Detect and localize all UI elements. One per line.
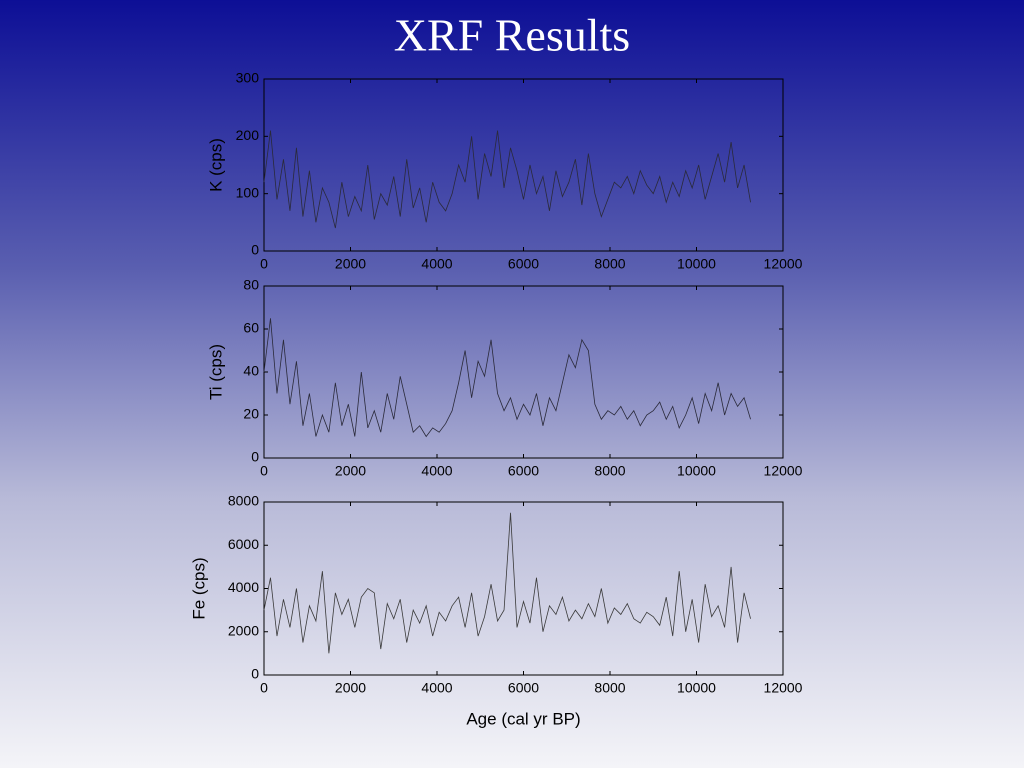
- x-tick-label: 4000: [421, 256, 452, 272]
- x-tick-label: 6000: [508, 256, 539, 272]
- y-tick-label: 8000: [228, 493, 259, 509]
- y-tick-label: 40: [243, 363, 259, 379]
- y-axis-label: Fe (cps): [189, 557, 208, 619]
- y-axis-label: K (cps): [206, 138, 225, 192]
- plot-frame: [263, 285, 784, 459]
- x-tick-label: 6000: [508, 463, 539, 479]
- x-tick-label: 12000: [764, 256, 803, 272]
- x-tick-label: 8000: [594, 256, 625, 272]
- x-tick-label: 2000: [335, 463, 366, 479]
- data-line: [263, 512, 751, 654]
- x-tick-label: 10000: [677, 680, 716, 696]
- data-line: [263, 130, 751, 229]
- x-tick-label: 4000: [421, 463, 452, 479]
- x-tick-label: 6000: [508, 680, 539, 696]
- plot-frame: [263, 501, 784, 676]
- y-tick-label: 0: [251, 449, 259, 465]
- y-tick-label: 60: [243, 320, 259, 336]
- x-tick-label: 0: [260, 463, 268, 479]
- x-tick-label: 8000: [594, 463, 625, 479]
- x-axis-label: Age (cal yr BP): [466, 709, 580, 728]
- plot-frame: [263, 78, 784, 252]
- y-tick-label: 80: [243, 277, 259, 293]
- x-tick-label: 10000: [677, 463, 716, 479]
- x-tick-label: 2000: [335, 256, 366, 272]
- x-tick-label: 12000: [764, 680, 803, 696]
- y-tick-label: 200: [236, 127, 260, 143]
- y-tick-label: 0: [251, 242, 259, 258]
- slide-title: XRF Results: [394, 10, 630, 61]
- y-tick-label: 20: [243, 406, 259, 422]
- x-tick-label: 10000: [677, 256, 716, 272]
- y-tick-label: 300: [236, 70, 260, 86]
- x-tick-label: 2000: [335, 680, 366, 696]
- y-axis-label: Ti (cps): [206, 344, 225, 400]
- x-tick-label: 8000: [594, 680, 625, 696]
- y-tick-label: 100: [236, 184, 260, 200]
- y-tick-label: 0: [251, 666, 259, 682]
- data-line: [263, 318, 751, 438]
- x-tick-label: 0: [260, 256, 268, 272]
- y-tick-label: 4000: [228, 579, 259, 595]
- x-tick-label: 4000: [421, 680, 452, 696]
- x-tick-label: 0: [260, 680, 268, 696]
- y-tick-label: 6000: [228, 536, 259, 552]
- x-tick-label: 12000: [764, 463, 803, 479]
- y-tick-label: 2000: [228, 622, 259, 638]
